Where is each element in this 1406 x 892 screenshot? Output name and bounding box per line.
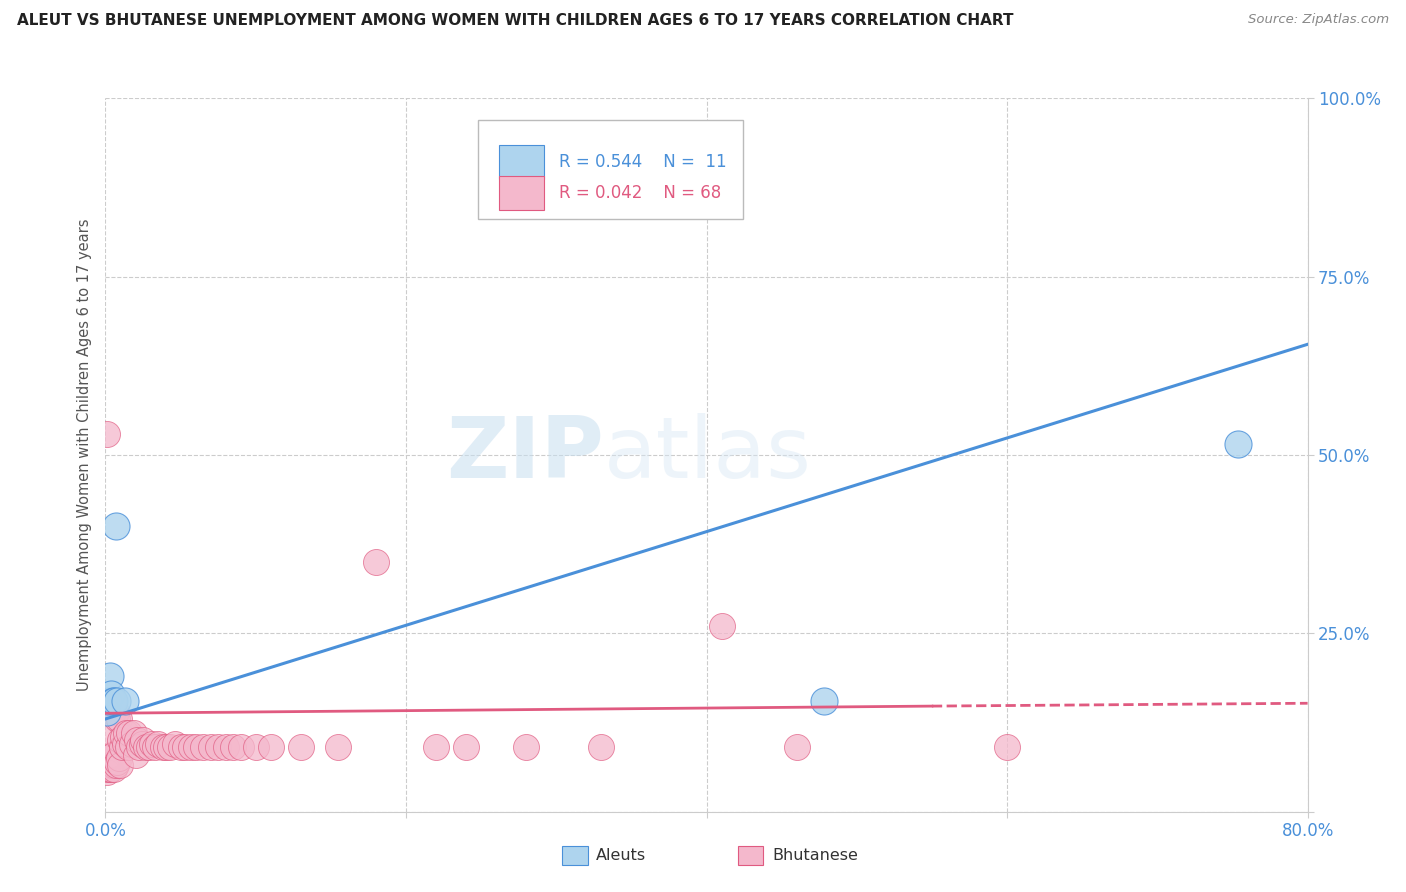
Point: [328, 740, 350, 755]
Point: [214, 740, 236, 755]
Point: [180, 740, 202, 755]
Y-axis label: Unemployment Among Women with Children Ages 6 to 17 years: Unemployment Among Women with Children A…: [76, 219, 91, 691]
Point: [995, 740, 1018, 755]
Text: R = 0.042    N = 68: R = 0.042 N = 68: [558, 184, 721, 202]
Point: [425, 740, 447, 755]
Point: [96, 426, 118, 441]
Point: [100, 726, 122, 740]
Point: [96, 705, 118, 719]
Point: [591, 740, 613, 755]
Point: [104, 705, 127, 719]
Point: [97, 755, 120, 769]
Point: [515, 740, 537, 755]
Point: [125, 733, 148, 747]
Point: [143, 740, 166, 755]
Point: [107, 755, 129, 769]
Point: [131, 737, 153, 751]
Point: [100, 687, 122, 701]
Point: [104, 758, 127, 772]
Point: [174, 740, 197, 755]
Point: [135, 740, 157, 755]
Text: ZIP: ZIP: [447, 413, 605, 497]
Point: [128, 740, 150, 755]
Text: Aleuts: Aleuts: [596, 848, 647, 863]
Point: [245, 740, 267, 755]
Point: [103, 694, 125, 708]
Point: [229, 740, 252, 755]
Point: [163, 737, 186, 751]
Point: [98, 747, 121, 762]
Text: atlas: atlas: [605, 413, 813, 497]
Point: [110, 733, 132, 747]
Point: [1227, 437, 1250, 451]
Point: [101, 758, 124, 772]
Point: [108, 712, 131, 726]
Point: [111, 740, 134, 755]
Point: [117, 740, 139, 755]
Point: [98, 758, 121, 772]
Point: [115, 726, 138, 740]
Point: [96, 762, 118, 776]
Point: [98, 669, 121, 683]
Point: [813, 694, 835, 708]
Point: [103, 694, 125, 708]
Text: ALEUT VS BHUTANESE UNEMPLOYMENT AMONG WOMEN WITH CHILDREN AGES 6 TO 17 YEARS COR: ALEUT VS BHUTANESE UNEMPLOYMENT AMONG WO…: [17, 13, 1014, 29]
Point: [121, 737, 143, 751]
Point: [96, 765, 118, 780]
Point: [290, 740, 312, 755]
Point: [97, 758, 120, 772]
Point: [191, 740, 214, 755]
Point: [97, 751, 120, 765]
Text: R = 0.544    N =  11: R = 0.544 N = 11: [558, 153, 727, 171]
Point: [101, 705, 124, 719]
Point: [107, 694, 129, 708]
Point: [108, 751, 131, 765]
Point: [101, 747, 124, 762]
Point: [710, 619, 733, 633]
Point: [122, 726, 145, 740]
Point: [169, 740, 191, 755]
Text: Bhutanese: Bhutanese: [772, 848, 858, 863]
Point: [152, 740, 174, 755]
Point: [200, 740, 222, 755]
Point: [112, 730, 135, 744]
Point: [104, 519, 127, 533]
Point: [364, 555, 387, 569]
Point: [141, 737, 163, 751]
Point: [107, 712, 129, 726]
Point: [118, 726, 141, 740]
Point: [222, 740, 245, 755]
Bar: [499, 145, 544, 179]
Point: [138, 740, 160, 755]
Bar: [499, 176, 544, 211]
Point: [786, 740, 808, 755]
Point: [260, 740, 283, 755]
Point: [97, 694, 120, 708]
Point: [159, 740, 181, 755]
Point: [207, 740, 229, 755]
Point: [114, 694, 136, 708]
Point: [184, 740, 207, 755]
Text: Source: ZipAtlas.com: Source: ZipAtlas.com: [1249, 13, 1389, 27]
Point: [132, 733, 155, 747]
Point: [101, 694, 124, 708]
Point: [155, 740, 177, 755]
Point: [103, 762, 125, 776]
Point: [100, 762, 122, 776]
FancyBboxPatch shape: [478, 120, 742, 219]
Point: [114, 737, 136, 751]
Point: [110, 758, 132, 772]
Point: [146, 737, 169, 751]
Point: [98, 762, 121, 776]
Point: [124, 747, 146, 762]
Point: [454, 740, 477, 755]
